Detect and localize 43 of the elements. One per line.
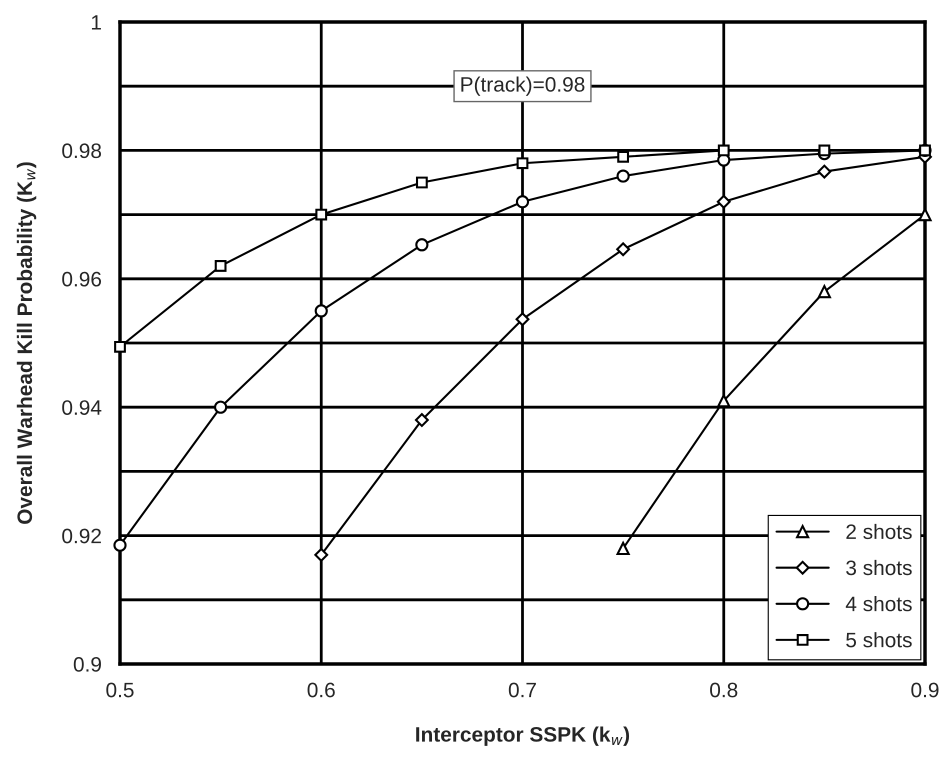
point	[918, 208, 932, 222]
point	[414, 413, 429, 427]
y-tick-label: 0.92	[62, 528, 101, 544]
y-tick-label: 0.96	[62, 272, 102, 287]
point	[314, 304, 328, 318]
x-tick-label: 0.9	[911, 682, 938, 698]
point	[718, 144, 730, 156]
point	[314, 548, 328, 562]
legend-label: 2 shots	[846, 524, 912, 540]
point	[416, 176, 428, 188]
y-axis-title: Overall Warhead Kill Probability (K$_{w}$)	[16, 162, 36, 524]
point	[616, 169, 630, 183]
point	[716, 194, 731, 209]
x-tick-label: 0.6	[308, 682, 335, 698]
point	[616, 542, 630, 556]
point	[818, 144, 830, 156]
y-tick-label: 0.98	[62, 143, 102, 158]
point	[817, 164, 832, 179]
annotation: P(track)=0.98	[461, 76, 584, 96]
point	[114, 340, 126, 353]
point	[919, 144, 931, 156]
y-tick-label: 1	[92, 15, 101, 30]
legend-label: 4 shots	[846, 596, 912, 612]
point	[717, 394, 730, 408]
point	[617, 150, 630, 163]
x-axis-title: Interceptor SSPK (k$_{w}$)	[416, 726, 630, 746]
x-tick-label: 0.7	[508, 682, 536, 698]
point	[516, 157, 528, 170]
point	[315, 208, 328, 221]
point	[214, 260, 227, 272]
legend-label: 5 shots	[846, 632, 912, 648]
point	[113, 538, 127, 552]
point	[616, 242, 630, 256]
point	[516, 195, 530, 208]
point	[818, 285, 831, 298]
x-tick-label: 0.5	[106, 682, 134, 698]
y-tick-label: 0.9	[74, 657, 101, 672]
x-tick-label: 0.8	[710, 682, 738, 698]
point	[214, 400, 228, 414]
point	[516, 312, 530, 326]
point	[415, 238, 428, 252]
legend-label: 3 shots	[846, 560, 912, 576]
y-tick-label: 0.94	[62, 400, 102, 415]
